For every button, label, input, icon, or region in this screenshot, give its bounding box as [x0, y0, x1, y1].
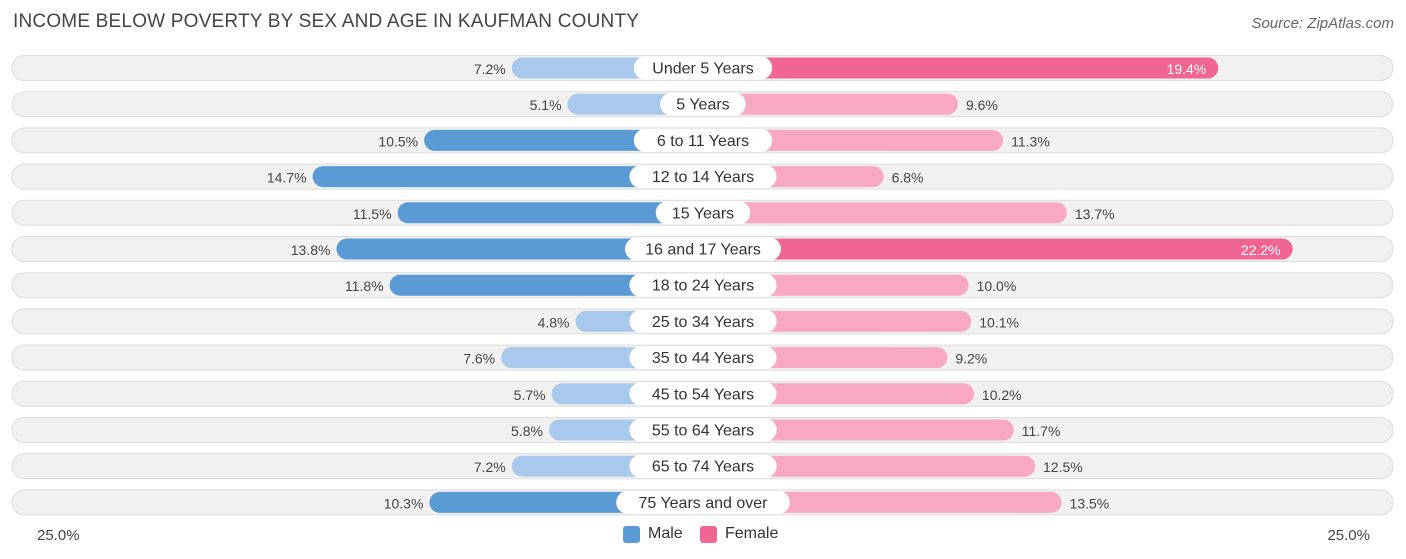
- male-value-label: 10.5%: [378, 133, 418, 149]
- male-value-label: 5.1%: [530, 97, 562, 113]
- female-bar: [703, 491, 1062, 513]
- category-label-pill: [625, 237, 781, 261]
- female-bar: [703, 93, 958, 115]
- category-label: 18 to 24 Years: [652, 278, 754, 295]
- category-label-pill: [629, 165, 777, 189]
- male-bar: [336, 238, 703, 260]
- category-label-pill: [655, 201, 751, 225]
- female-value-label: 10.0%: [977, 278, 1017, 294]
- female-value-label: 13.7%: [1075, 206, 1115, 222]
- female-value-label: 6.8%: [892, 170, 924, 186]
- category-label-pill: [629, 273, 777, 297]
- category-label-pill: [633, 128, 773, 152]
- category-label: 75 Years and over: [639, 495, 769, 512]
- female-bar: [703, 455, 1035, 477]
- axis-left-label: 25.0%: [37, 527, 80, 544]
- male-bar: [312, 166, 703, 188]
- female-value-label: 10.2%: [982, 387, 1022, 403]
- female-bar: [703, 57, 1219, 79]
- legend-male: Male: [623, 524, 683, 544]
- legend-female-swatch: [700, 525, 717, 543]
- female-value-label: 11.7%: [1022, 423, 1061, 439]
- category-label: Under 5 Years: [652, 61, 753, 78]
- male-bar: [424, 129, 703, 151]
- legend-female: Female: [700, 524, 778, 544]
- male-value-label: 7.6%: [463, 351, 495, 367]
- source-label: Source: ZipAtlas.com: [1251, 15, 1394, 32]
- female-value-label: 13.5%: [1070, 495, 1110, 511]
- category-label: 5 Years: [676, 97, 729, 114]
- female-bar: [703, 202, 1067, 224]
- category-label: 12 to 14 Years: [652, 169, 754, 186]
- female-value-label: 12.5%: [1043, 459, 1083, 475]
- chart-title: INCOME BELOW POVERTY BY SEX AND AGE IN K…: [13, 11, 640, 32]
- category-label: 15 Years: [672, 205, 734, 222]
- male-bar: [389, 274, 703, 296]
- male-value-label: 10.3%: [384, 495, 424, 511]
- male-value-label: 13.8%: [291, 242, 331, 258]
- female-bar: [703, 419, 1014, 441]
- category-label-pill: [629, 418, 777, 442]
- category-label: 55 to 64 Years: [652, 423, 754, 440]
- male-value-label: 7.2%: [474, 459, 506, 475]
- category-label-pill: [629, 309, 777, 333]
- category-label-pill: [660, 92, 746, 116]
- legend-female-label: Female: [725, 525, 779, 542]
- female-value-label: 10.1%: [979, 314, 1019, 330]
- category-label: 16 and 17 Years: [645, 242, 761, 259]
- axis-right-label: 25.0%: [1327, 527, 1370, 544]
- category-label-pill: [616, 490, 790, 514]
- male-value-label: 5.8%: [511, 423, 543, 439]
- male-value-label: 7.2%: [474, 61, 506, 77]
- female-value-label: 22.2%: [1241, 242, 1281, 258]
- female-value-label: 11.3%: [1011, 133, 1050, 149]
- category-label-pill: [629, 454, 777, 478]
- category-label: 35 to 44 Years: [652, 350, 754, 367]
- male-value-label: 11.8%: [345, 278, 384, 294]
- male-value-label: 11.5%: [353, 206, 392, 222]
- category-label: 25 to 34 Years: [652, 314, 754, 331]
- legend-male-swatch: [623, 525, 640, 543]
- female-bar: [703, 129, 1004, 151]
- female-bar: [703, 238, 1293, 260]
- category-label-pill: [633, 56, 773, 80]
- female-value-label: 9.2%: [955, 351, 987, 367]
- category-label: 65 to 74 Years: [652, 459, 754, 476]
- female-value-label: 9.6%: [966, 97, 998, 113]
- female-value-label: 19.4%: [1167, 61, 1207, 77]
- legend-male-label: Male: [648, 525, 683, 542]
- male-value-label: 5.7%: [514, 387, 546, 403]
- male-value-label: 4.8%: [538, 314, 570, 330]
- category-label: 45 to 54 Years: [652, 386, 754, 403]
- category-label-pill: [629, 382, 777, 406]
- male-value-label: 14.7%: [267, 170, 307, 186]
- category-label: 6 to 11 Years: [657, 133, 749, 150]
- male-bar: [397, 202, 703, 224]
- category-label-pill: [629, 346, 777, 370]
